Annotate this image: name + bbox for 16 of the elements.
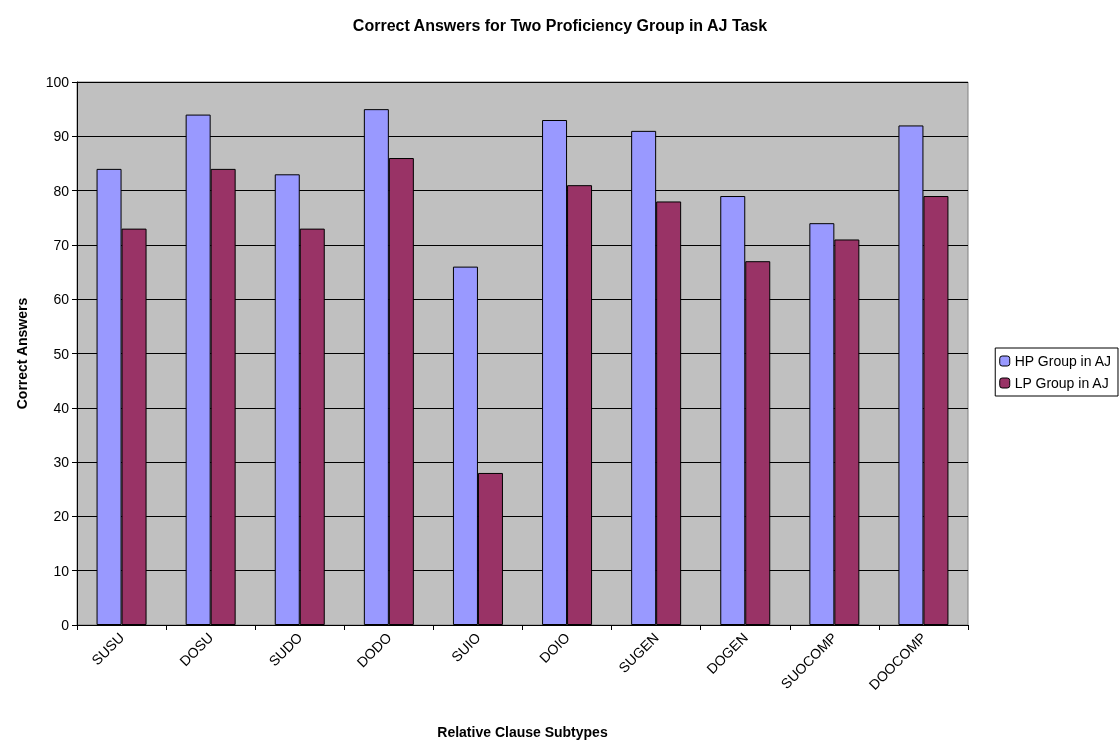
y-tick-label: 30 <box>53 454 70 471</box>
y-tick-label: 100 <box>45 74 70 90</box>
chart-title: Correct Answers for Two Proficiency Group in AJ Task <box>352 16 768 34</box>
legend-label: HP Group in AJ <box>1014 353 1111 369</box>
y-tick-label: 10 <box>53 562 70 579</box>
y-tick-label: 70 <box>53 236 70 253</box>
legend-label: LP Group in AJ <box>1014 375 1109 391</box>
y-tick-label: 50 <box>53 345 70 362</box>
y-tick-label: 90 <box>53 128 70 145</box>
y-tick-label: 0 <box>61 617 70 633</box>
y-tick-label: 60 <box>53 291 70 308</box>
y-axis-title: Correct Answers <box>14 297 30 410</box>
x-axis-title: Relative Clause Subtypes <box>437 724 608 740</box>
y-tick-label: 20 <box>53 508 70 525</box>
y-tick-label: 80 <box>53 182 70 199</box>
y-tick-label: 40 <box>53 399 70 416</box>
